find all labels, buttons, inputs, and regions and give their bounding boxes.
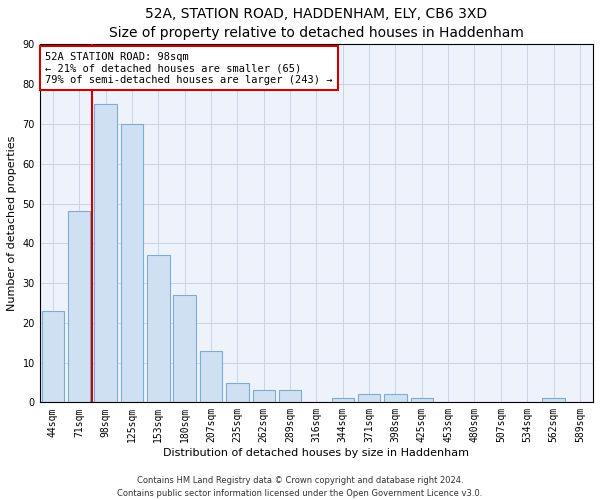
Bar	[200, 350, 222, 403]
Bar	[384, 394, 407, 402]
Bar	[542, 398, 565, 402]
Title: 52A, STATION ROAD, HADDENHAM, ELY, CB6 3XD
Size of property relative to detached: 52A, STATION ROAD, HADDENHAM, ELY, CB6 3…	[109, 7, 524, 40]
Bar	[42, 311, 64, 402]
X-axis label: Distribution of detached houses by size in Haddenham: Distribution of detached houses by size …	[163, 448, 469, 458]
Bar	[226, 382, 248, 402]
Bar	[68, 212, 91, 402]
Bar	[332, 398, 354, 402]
Bar	[253, 390, 275, 402]
Text: 52A STATION ROAD: 98sqm
← 21% of detached houses are smaller (65)
79% of semi-de: 52A STATION ROAD: 98sqm ← 21% of detache…	[45, 52, 333, 84]
Bar	[94, 104, 117, 403]
Bar	[121, 124, 143, 402]
Bar	[410, 398, 433, 402]
Bar	[147, 255, 170, 402]
Text: Contains HM Land Registry data © Crown copyright and database right 2024.
Contai: Contains HM Land Registry data © Crown c…	[118, 476, 482, 498]
Bar	[173, 295, 196, 403]
Bar	[279, 390, 301, 402]
Y-axis label: Number of detached properties: Number of detached properties	[7, 136, 17, 311]
Bar	[358, 394, 380, 402]
